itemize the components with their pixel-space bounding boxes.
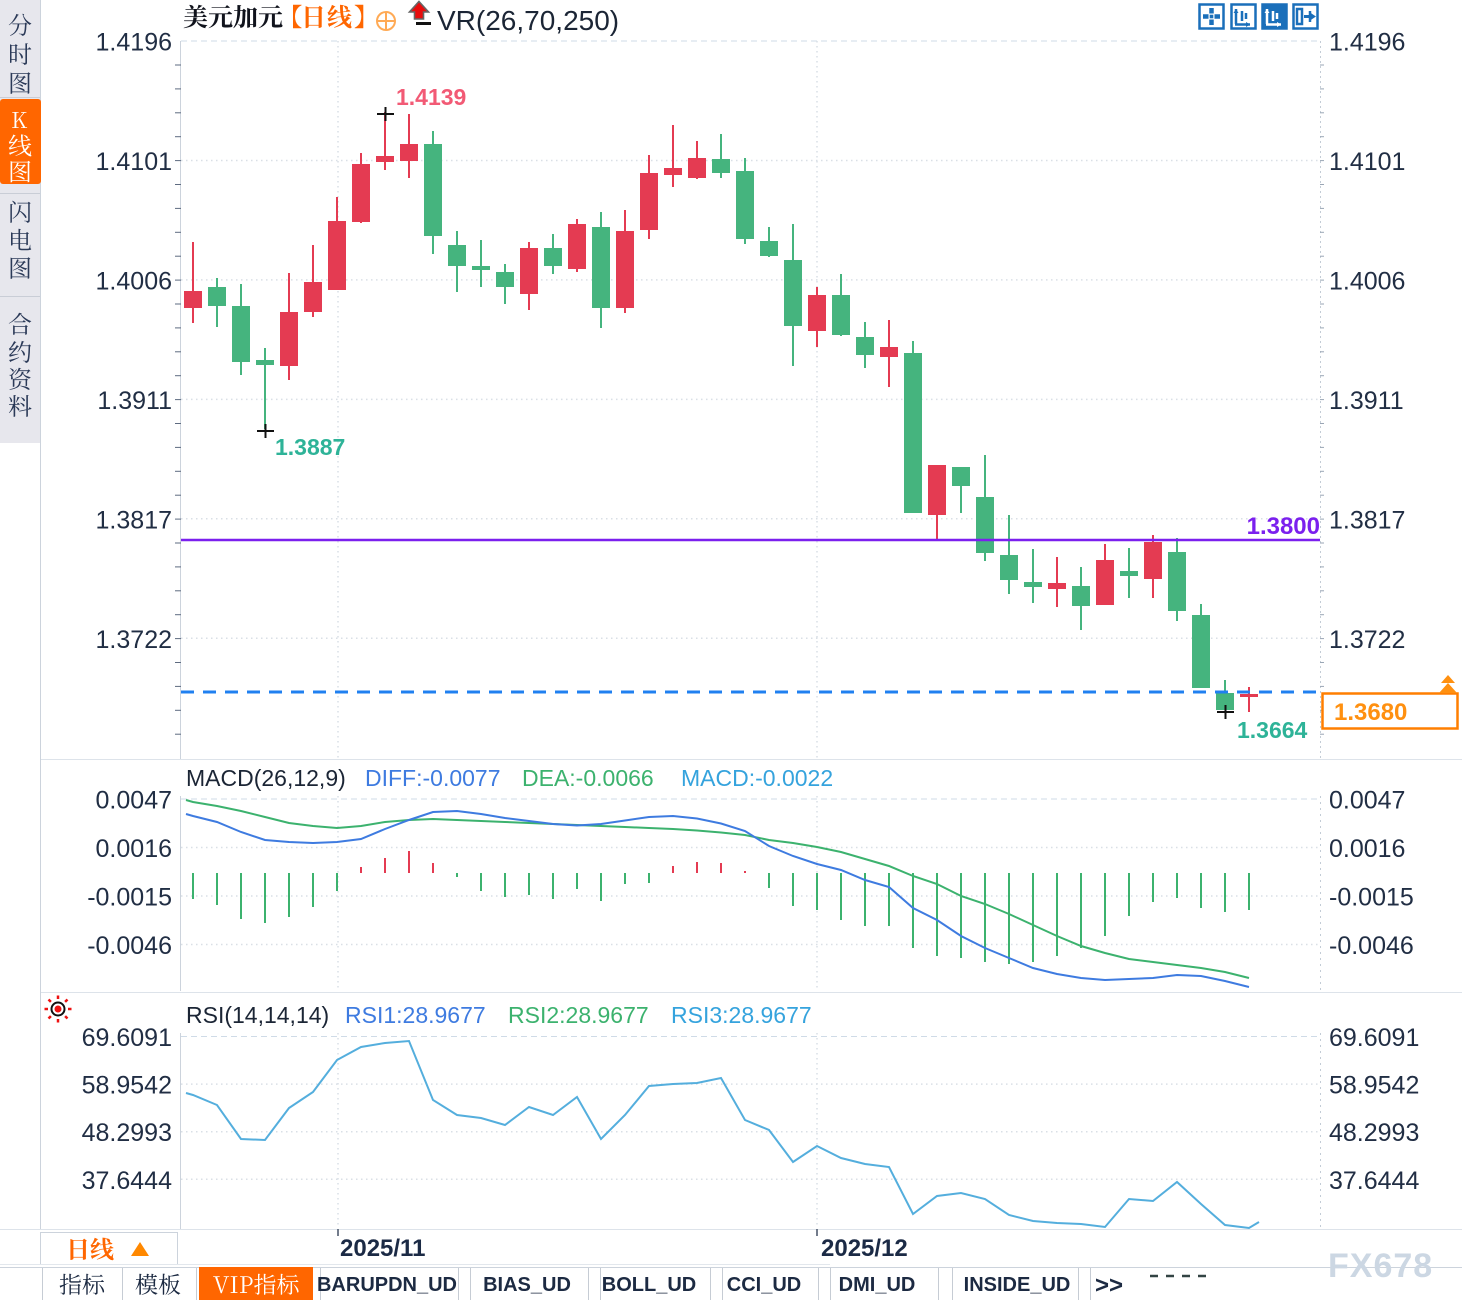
svg-text:37.6444: 37.6444 xyxy=(82,1167,172,1195)
svg-text:1.3911: 1.3911 xyxy=(1329,387,1404,415)
svg-text:-0.0015: -0.0015 xyxy=(87,884,172,912)
svg-text:DMI_UD: DMI_UD xyxy=(839,1274,916,1296)
svg-text:MACD:-0.0022: MACD:-0.0022 xyxy=(681,765,833,791)
svg-text:1.3887: 1.3887 xyxy=(275,434,345,460)
svg-text:CCI_UD: CCI_UD xyxy=(727,1274,801,1296)
svg-text:1.4006: 1.4006 xyxy=(96,267,172,295)
svg-text:-0.0015: -0.0015 xyxy=(1329,884,1414,912)
svg-text:VR(26,70,250): VR(26,70,250) xyxy=(437,5,619,36)
svg-text:DEA:-0.0066: DEA:-0.0066 xyxy=(522,765,654,791)
svg-text:0.0016: 0.0016 xyxy=(1329,835,1405,863)
svg-text:58.9542: 58.9542 xyxy=(82,1072,172,1100)
svg-text:0.0047: 0.0047 xyxy=(96,787,172,815)
svg-text:1.3680: 1.3680 xyxy=(1334,699,1407,726)
svg-text:1.4006: 1.4006 xyxy=(1329,267,1405,295)
svg-text:69.6091: 69.6091 xyxy=(1329,1024,1419,1052)
svg-text:1.4196: 1.4196 xyxy=(1329,29,1405,57)
svg-text:48.2993: 48.2993 xyxy=(82,1119,172,1147)
svg-text:MACD(26,12,9): MACD(26,12,9) xyxy=(186,765,346,791)
svg-text:1.3911: 1.3911 xyxy=(97,387,172,415)
svg-text:69.6091: 69.6091 xyxy=(82,1024,172,1052)
svg-text:FX678: FX678 xyxy=(1328,1247,1433,1285)
svg-text:2025/12: 2025/12 xyxy=(821,1235,908,1262)
svg-text:1.3722: 1.3722 xyxy=(96,626,172,654)
svg-text:1.3664: 1.3664 xyxy=(1237,717,1308,743)
svg-text:1.3817: 1.3817 xyxy=(96,506,172,534)
svg-text:1.4101: 1.4101 xyxy=(96,148,172,176)
svg-text:58.9542: 58.9542 xyxy=(1329,1072,1419,1100)
svg-text:RSI(14,14,14): RSI(14,14,14) xyxy=(186,1002,329,1028)
svg-text:>>: >> xyxy=(1095,1272,1123,1299)
svg-text:RSI2:28.9677: RSI2:28.9677 xyxy=(508,1002,649,1028)
svg-text:1.4139: 1.4139 xyxy=(396,84,466,110)
svg-text:0.0047: 0.0047 xyxy=(1329,787,1405,815)
svg-text:BIAS_UD: BIAS_UD xyxy=(483,1274,571,1296)
svg-text:1.3817: 1.3817 xyxy=(1329,506,1405,534)
svg-text:1.3800: 1.3800 xyxy=(1247,513,1320,540)
svg-text:37.6444: 37.6444 xyxy=(1329,1167,1419,1195)
svg-text:RSI1:28.9677: RSI1:28.9677 xyxy=(345,1002,486,1028)
svg-text:1.4101: 1.4101 xyxy=(1329,148,1405,176)
svg-text:BOLL_UD: BOLL_UD xyxy=(602,1274,696,1296)
svg-text:-0.0046: -0.0046 xyxy=(87,932,172,960)
svg-text:BARUPDN_UD: BARUPDN_UD xyxy=(317,1274,457,1296)
svg-text:-0.0046: -0.0046 xyxy=(1329,932,1414,960)
svg-text:RSI3:28.9677: RSI3:28.9677 xyxy=(671,1002,812,1028)
svg-text:48.2993: 48.2993 xyxy=(1329,1119,1419,1147)
svg-text:2025/11: 2025/11 xyxy=(340,1235,425,1262)
svg-text:0.0016: 0.0016 xyxy=(96,835,172,863)
svg-text:1.4196: 1.4196 xyxy=(96,29,172,57)
svg-text:DIFF:-0.0077: DIFF:-0.0077 xyxy=(365,765,501,791)
svg-text:1.3722: 1.3722 xyxy=(1329,626,1405,654)
svg-text:INSIDE_UD: INSIDE_UD xyxy=(964,1274,1071,1296)
